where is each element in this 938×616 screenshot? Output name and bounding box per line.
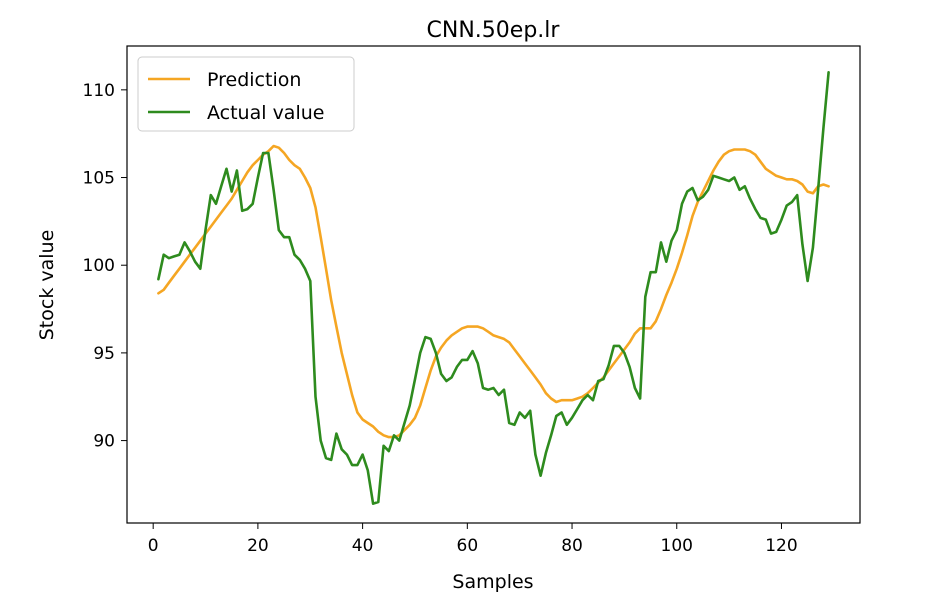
legend-label: Prediction (207, 69, 301, 91)
legend-label: Actual value (207, 102, 324, 124)
plot-area (157, 71, 830, 506)
y-tick-label: 110 (83, 81, 115, 101)
x-tick-label: 0 (148, 536, 159, 556)
x-axis: 0 20 40 60 80 100 120 (148, 523, 798, 556)
y-axis-label: Stock value (36, 230, 58, 341)
x-tick-label: 20 (247, 536, 269, 556)
y-tick-label: 100 (83, 256, 115, 276)
x-tick-label: 100 (661, 536, 693, 556)
x-axis-label: Samples (452, 571, 533, 593)
x-tick-label: 40 (352, 536, 374, 556)
series-line-prediction (157, 144, 830, 439)
y-axis: 90 95 100 105 110 (83, 81, 127, 452)
x-tick-label: 60 (457, 536, 479, 556)
series-line-actual-value (157, 71, 830, 506)
chart-title: CNN.50ep.lr (427, 18, 561, 43)
y-tick-label: 95 (93, 344, 115, 364)
x-tick-label: 80 (561, 536, 583, 556)
y-tick-label: 90 (93, 432, 115, 452)
x-tick-label: 120 (765, 536, 797, 556)
legend-box (137, 56, 355, 132)
legend: Prediction Actual value (137, 56, 355, 132)
plot-frame (126, 45, 861, 524)
y-tick-label: 105 (83, 169, 115, 189)
